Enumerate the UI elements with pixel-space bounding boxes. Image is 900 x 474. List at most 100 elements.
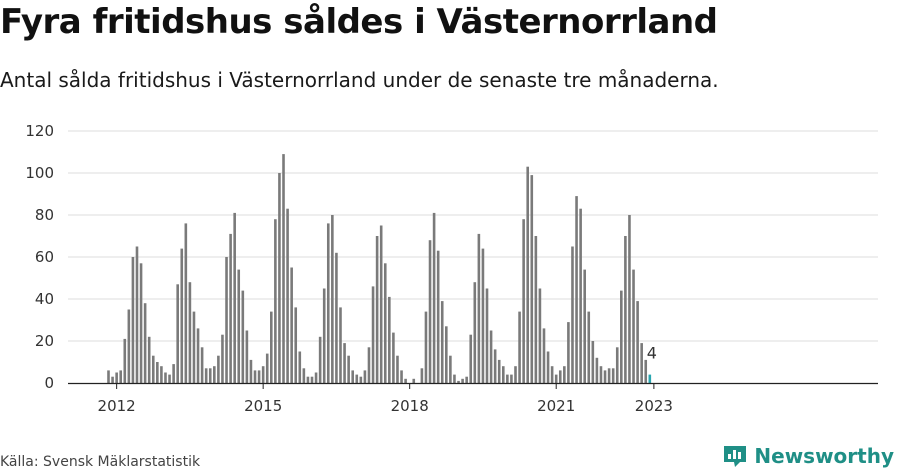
bar xyxy=(274,219,277,383)
bar xyxy=(131,257,135,383)
bar xyxy=(245,330,249,383)
bar xyxy=(147,336,151,383)
bar xyxy=(298,351,302,383)
bar xyxy=(424,311,428,383)
bar xyxy=(359,376,363,383)
bar xyxy=(465,376,468,383)
bar xyxy=(286,208,289,383)
bar xyxy=(111,376,114,383)
bar xyxy=(188,282,192,383)
bar xyxy=(632,269,635,383)
bar xyxy=(575,196,578,383)
bar xyxy=(257,370,261,383)
bar-chart: 0 20 40 60 80 100 120 2012 2015 2018 2021 2023 4 xyxy=(25,122,878,415)
bar xyxy=(587,311,591,383)
bar xyxy=(176,284,179,383)
bar xyxy=(335,252,338,383)
bar xyxy=(184,223,188,383)
bar xyxy=(233,212,236,383)
bar xyxy=(615,347,619,383)
y-tick-label: 100 xyxy=(25,164,54,182)
bar xyxy=(388,296,391,383)
bar xyxy=(481,248,485,383)
bar xyxy=(436,250,440,383)
bar-highlight xyxy=(648,374,652,383)
bar xyxy=(123,338,127,383)
bar xyxy=(457,380,460,383)
bar xyxy=(400,370,403,383)
y-tick-label: 60 xyxy=(35,248,54,266)
bar xyxy=(143,303,147,383)
bar xyxy=(172,364,175,383)
bar xyxy=(432,212,436,383)
bar xyxy=(644,359,648,383)
bar xyxy=(331,215,334,383)
highlight-data-label: 4 xyxy=(647,344,657,363)
bar xyxy=(196,328,200,383)
bar xyxy=(265,353,269,383)
bar xyxy=(546,351,550,383)
y-tick-label: 40 xyxy=(35,290,54,308)
source-note: Källa: Svensk Mäklarstatistik xyxy=(0,454,201,470)
bar xyxy=(440,301,444,383)
bar xyxy=(396,355,399,383)
bar xyxy=(497,359,501,383)
bar xyxy=(347,355,350,383)
bar xyxy=(306,376,310,383)
bar xyxy=(530,175,534,383)
bar xyxy=(164,372,167,383)
bar xyxy=(412,378,416,383)
bar xyxy=(591,341,595,383)
x-tick-label: 2018 xyxy=(391,397,429,415)
bar xyxy=(310,376,314,383)
bar xyxy=(383,263,387,383)
x-tick-label: 2021 xyxy=(537,397,575,415)
bar xyxy=(294,307,298,383)
bar xyxy=(461,378,464,383)
bar xyxy=(449,355,452,383)
bar xyxy=(554,374,558,383)
bar xyxy=(522,219,525,383)
bar xyxy=(204,368,208,383)
bar xyxy=(445,326,448,383)
bar xyxy=(428,240,432,383)
bar xyxy=(127,309,131,383)
bar xyxy=(160,366,163,383)
newsworthy-logo-icon xyxy=(724,446,747,467)
bar xyxy=(208,368,212,383)
bar xyxy=(603,370,607,383)
bar xyxy=(501,366,505,383)
bar xyxy=(375,236,379,383)
bar xyxy=(493,349,497,383)
bar xyxy=(558,370,562,383)
y-tick-label: 20 xyxy=(35,332,54,350)
bar xyxy=(156,362,159,383)
brand-logo: Newsworthy xyxy=(722,443,894,469)
bar xyxy=(371,286,375,383)
x-tick-label: 2015 xyxy=(244,397,282,415)
bar xyxy=(379,225,383,383)
bar xyxy=(326,223,330,383)
bar xyxy=(607,368,611,383)
bar xyxy=(229,233,232,383)
bar xyxy=(453,374,456,383)
y-tick-label: 80 xyxy=(35,206,54,224)
bar xyxy=(282,154,285,383)
bar xyxy=(550,366,554,383)
bar xyxy=(168,374,171,383)
bar xyxy=(249,359,253,383)
bar xyxy=(534,236,538,383)
bar xyxy=(253,370,257,383)
bar xyxy=(542,328,546,383)
x-tick-label: 2023 xyxy=(635,397,673,415)
bar xyxy=(278,173,281,383)
bar xyxy=(506,374,509,383)
bar xyxy=(510,374,513,383)
bar xyxy=(518,311,521,383)
bar xyxy=(200,347,204,383)
bar xyxy=(579,208,582,383)
bar xyxy=(392,332,395,383)
bar xyxy=(571,246,574,383)
bar xyxy=(225,257,228,383)
bar xyxy=(343,343,346,383)
